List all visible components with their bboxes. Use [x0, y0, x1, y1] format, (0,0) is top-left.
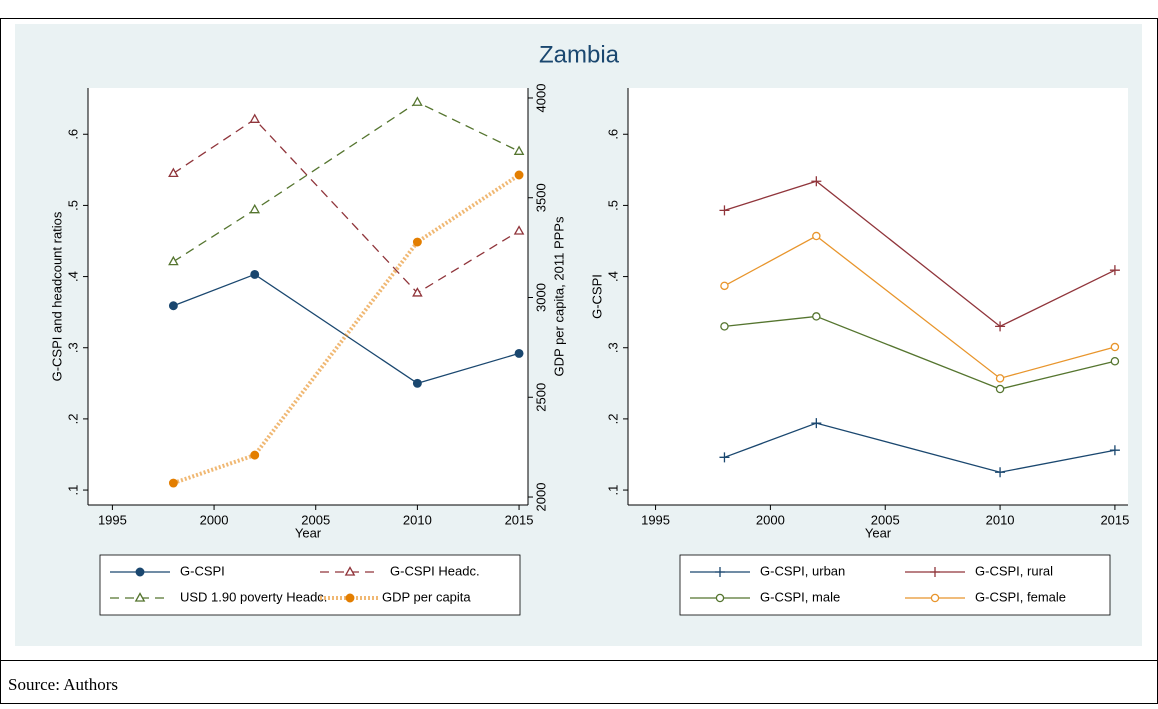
y-axis-label: G-CSPI and headcount ratios — [49, 211, 64, 381]
series-marker — [1110, 357, 1120, 366]
x-tick-label: 1995 — [98, 512, 127, 527]
series-marker — [249, 113, 261, 123]
series-line — [172, 173, 521, 485]
series-marker — [250, 269, 260, 279]
y2-tick-label: 3000 — [533, 283, 548, 312]
legend-marker — [345, 593, 355, 603]
y-tick-label: .1 — [605, 485, 620, 496]
legend-label: USD 1.90 poverty Headc. — [180, 589, 327, 604]
y-tick-label: .5 — [605, 200, 620, 211]
series-marker — [513, 145, 525, 155]
series-line — [724, 235, 1116, 380]
series-marker — [720, 322, 729, 331]
series-marker — [719, 205, 730, 216]
series-marker — [811, 176, 822, 187]
legend-marker — [344, 566, 356, 576]
x-tick-label: 2000 — [756, 512, 785, 527]
series-marker — [812, 231, 821, 241]
plot-area — [628, 88, 1128, 505]
x-tick-label: 2005 — [301, 512, 330, 527]
series-line — [173, 101, 520, 263]
series-marker — [995, 467, 1006, 478]
x-tick-label: 2015 — [1100, 512, 1129, 527]
x-tick-label: 2005 — [871, 512, 900, 527]
series-marker — [514, 170, 524, 180]
series-line — [173, 118, 520, 294]
series-marker — [168, 167, 179, 178]
legend-marker — [930, 567, 940, 577]
y2-tick-label: 2000 — [533, 483, 548, 512]
legend-box — [99, 554, 521, 616]
series-marker — [514, 348, 524, 358]
legend-marker — [715, 593, 725, 603]
legend-label: G-CSPI, female — [975, 589, 1066, 604]
series-marker — [812, 312, 821, 321]
y2-tick-label: 4000 — [533, 84, 548, 113]
x-tick-label: 2015 — [505, 512, 534, 527]
graph-title: Zambia — [539, 41, 620, 68]
series-marker — [513, 225, 525, 235]
legend-marker — [135, 567, 145, 577]
y-tick-label: .6 — [605, 129, 620, 140]
series-marker — [995, 321, 1006, 332]
series-line — [173, 273, 520, 385]
legend-label: GDP per capita — [382, 589, 471, 604]
legend-marker — [930, 593, 940, 603]
y-axis-label: G-CSPI — [589, 274, 604, 319]
series-marker — [719, 452, 730, 463]
y-tick-label: .2 — [65, 413, 80, 424]
legend-label: G-CSPI, urban — [760, 563, 845, 578]
x-tick-label: 2010 — [403, 512, 432, 527]
y-tick-label: .5 — [65, 200, 80, 211]
series-marker — [412, 378, 422, 388]
series-marker — [1109, 445, 1120, 456]
x-tick-label: 1995 — [641, 512, 670, 527]
x-axis-label: Year — [865, 525, 892, 540]
series-marker — [811, 418, 822, 429]
y-tick-label: .3 — [65, 342, 80, 353]
series-marker — [168, 255, 179, 266]
y2-axis-label: GDP per capita, 2011 PPPs — [551, 216, 566, 376]
series-marker — [1110, 342, 1120, 352]
y-tick-label: .4 — [65, 271, 80, 282]
series-line — [724, 180, 1116, 328]
legend-marker — [134, 592, 146, 602]
plot-area — [88, 88, 528, 505]
y-tick-label: .2 — [605, 413, 620, 424]
series-marker — [250, 450, 260, 460]
series-marker — [995, 384, 1005, 394]
y-tick-label: .4 — [605, 271, 620, 282]
x-tick-label: 2010 — [986, 512, 1015, 527]
series-marker — [412, 96, 423, 106]
source-note: Source: Authors — [8, 675, 118, 694]
series-marker — [249, 203, 261, 214]
legend-label: G-CSPI, rural — [975, 563, 1053, 578]
series-marker — [995, 374, 1005, 383]
y2-tick-label: 3500 — [533, 183, 548, 212]
legend-box — [679, 554, 1111, 616]
y-tick-label: .6 — [65, 129, 80, 140]
series-line — [724, 315, 1116, 390]
series-marker — [1109, 265, 1120, 276]
legend-label: G-CSPI Headc. — [390, 563, 480, 578]
legend-label: G-CSPI, male — [760, 589, 840, 604]
x-axis-label: Year — [295, 525, 322, 540]
series-marker — [412, 287, 423, 297]
y2-tick-label: 2500 — [533, 383, 548, 412]
series-marker — [720, 281, 729, 291]
x-tick-label: 2000 — [200, 512, 229, 527]
y-tick-label: .3 — [605, 342, 620, 353]
series-marker — [412, 237, 422, 247]
series-line — [724, 422, 1116, 473]
series-marker — [168, 301, 178, 311]
y-tick-label: .1 — [65, 485, 80, 496]
series-marker — [168, 478, 178, 488]
legend-label: G-CSPI — [180, 563, 225, 578]
legend-marker — [715, 567, 725, 577]
